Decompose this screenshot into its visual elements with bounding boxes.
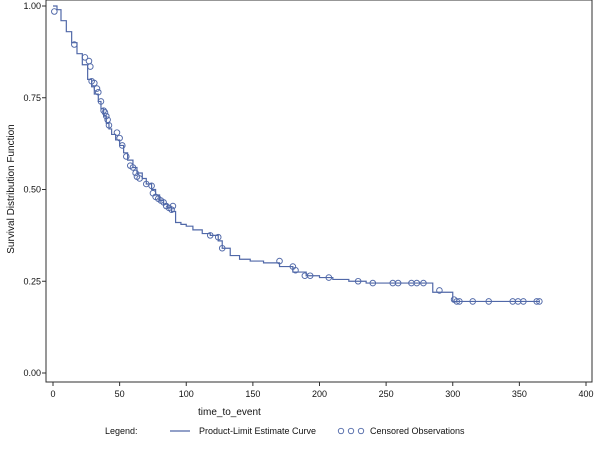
y-tick-label: 0.50 xyxy=(23,185,41,195)
censored-point xyxy=(116,134,123,142)
censored-point xyxy=(81,54,89,61)
x-axis-label: time_to_event xyxy=(198,407,261,418)
x-axis-ticks: 0 50 100 150 200 250 300 350 400 xyxy=(50,382,594,399)
censored-point xyxy=(306,272,314,280)
censored-point xyxy=(104,116,111,124)
x-tick-label: 350 xyxy=(512,389,527,399)
censored-point xyxy=(536,298,543,305)
censored-point xyxy=(456,298,463,305)
censored-point xyxy=(520,298,527,305)
censored-point xyxy=(453,298,461,305)
y-axis-label: Survival Distribution Function xyxy=(6,124,17,254)
censored-point xyxy=(485,298,493,305)
censored-point xyxy=(436,287,443,294)
plot-frame xyxy=(45,0,593,383)
censored-point xyxy=(214,233,222,241)
censored-point xyxy=(394,279,402,287)
legend-curve-label: Product-Limit Estimate Curve xyxy=(199,426,316,436)
x-tick-label: 250 xyxy=(379,389,394,399)
censored-point xyxy=(413,279,421,287)
legend-censored-swatch-1 xyxy=(337,427,345,435)
x-tick-label: 0 xyxy=(50,389,55,399)
legend: Legend: Product-Limit Estimate Curve Cen… xyxy=(105,426,465,436)
censored-point xyxy=(71,41,78,48)
y-tick-label: 0.25 xyxy=(23,276,41,286)
censored-point xyxy=(169,202,177,210)
censored-point xyxy=(91,79,98,87)
censored-point xyxy=(132,169,139,177)
censored-point xyxy=(97,98,105,105)
censored-point xyxy=(113,129,121,136)
legend-censored-swatch-3 xyxy=(357,427,365,435)
censored-point xyxy=(100,107,107,114)
censored-point xyxy=(206,232,214,239)
x-tick-label: 150 xyxy=(245,389,260,399)
y-axis-ticks: 0.00 0.25 0.50 0.75 1.00 xyxy=(23,1,46,378)
censored-point xyxy=(292,266,299,274)
y-tick-label: 1.00 xyxy=(23,1,41,11)
x-tick-label: 400 xyxy=(578,389,593,399)
censored-point xyxy=(168,206,175,213)
censored-point xyxy=(136,175,143,182)
censored-point xyxy=(129,164,137,171)
x-tick-label: 300 xyxy=(445,389,460,399)
censored-point xyxy=(101,109,109,116)
legend-title: Legend: xyxy=(105,426,138,436)
y-tick-label: 0.00 xyxy=(23,368,41,378)
censored-point xyxy=(218,244,226,252)
legend-censored-label: Censored Observations xyxy=(370,426,465,436)
censored-point xyxy=(93,85,101,92)
x-tick-label: 100 xyxy=(179,389,194,399)
censored-points xyxy=(51,8,543,305)
censored-point xyxy=(325,274,333,281)
censored-point xyxy=(123,153,130,160)
censored-point xyxy=(369,279,377,287)
censored-point xyxy=(85,57,93,65)
censored-point xyxy=(276,257,283,265)
censored-point xyxy=(51,8,58,15)
legend-censored-swatch-2 xyxy=(347,427,355,435)
censored-point xyxy=(354,277,362,285)
censored-point xyxy=(469,298,477,305)
censored-point xyxy=(95,88,102,96)
x-tick-label: 200 xyxy=(312,389,327,399)
x-tick-label: 50 xyxy=(115,389,125,399)
censored-point xyxy=(119,142,126,149)
censored-point xyxy=(103,112,110,120)
censored-point xyxy=(533,298,540,305)
censored-point xyxy=(87,63,94,70)
censored-point xyxy=(148,182,155,190)
y-tick-label: 0.75 xyxy=(23,93,41,103)
censored-point xyxy=(420,279,427,287)
censored-point xyxy=(105,121,113,129)
